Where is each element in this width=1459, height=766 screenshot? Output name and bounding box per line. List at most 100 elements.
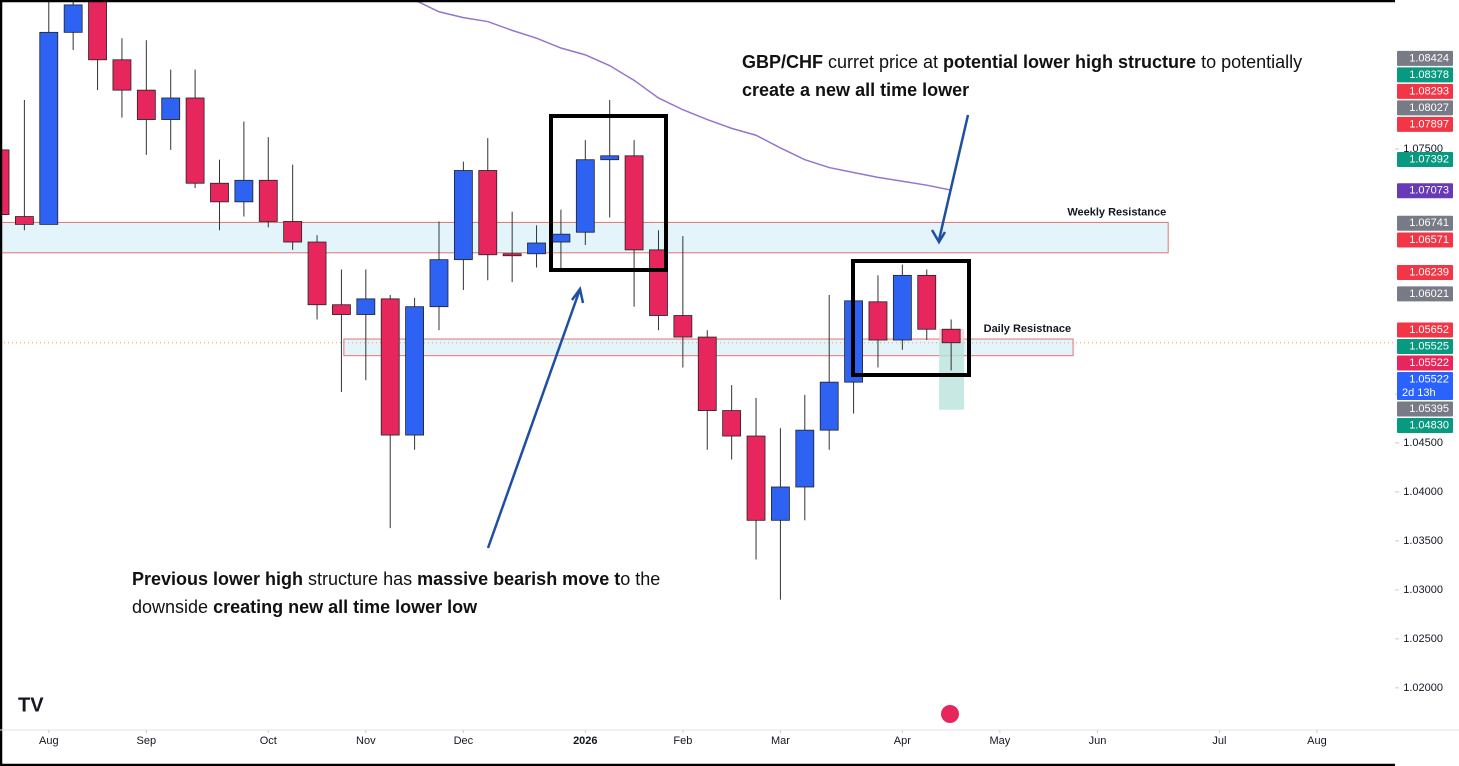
annotation-text: Previous lower high (132, 569, 304, 589)
y-tick-label: 1.02500 (1403, 633, 1443, 645)
candle-body (307, 241, 327, 306)
price-tag (1397, 355, 1453, 371)
price-tag-label: 1.05525 (1409, 340, 1449, 352)
candle-body (600, 155, 620, 161)
arrow (486, 114, 970, 549)
price-tag-label: 1.08378 (1409, 69, 1449, 81)
price-tag (1397, 100, 1453, 116)
annotation-text: create a new all time lower (742, 80, 970, 100)
y-tick-label: 1.07500 (1403, 143, 1443, 155)
x-tick-label: Dec (454, 735, 474, 747)
annotation-text: structure has (303, 569, 418, 589)
price-tag-label: 1.08027 (1409, 102, 1449, 114)
candle-body (892, 274, 912, 341)
price-tag-label: 1.05522 (1409, 357, 1449, 369)
x-tick-label: Nov (356, 735, 376, 747)
plot-area: Weekly Resistance Daily Resistnace (2, 2, 1395, 600)
x-tick-label: Aug (1307, 735, 1327, 747)
candle-body (2, 149, 10, 215)
price-tag-label: 1.06239 (1409, 266, 1449, 278)
price-tag (1397, 152, 1453, 168)
y-tick-label: 1.02000 (1403, 682, 1443, 694)
event-icon (941, 705, 959, 723)
price-tag (1397, 183, 1453, 199)
candle-body (551, 233, 571, 243)
price-tag-label: 1.07897 (1409, 118, 1449, 130)
candle-body (453, 170, 473, 261)
annotation-text: creating new all time lower low (213, 597, 478, 617)
x-tick-label: Jul (1212, 735, 1226, 747)
x-tick-label: Aug (39, 735, 59, 747)
price-tag-label: 1.05652 (1409, 324, 1449, 336)
candle-body (112, 59, 132, 91)
x-tick-label: 2026 (573, 735, 597, 747)
price-tag (1397, 322, 1453, 338)
candle-body (429, 259, 449, 308)
price-tag-label: 1.05395 (1409, 403, 1449, 415)
candle-body (527, 242, 546, 255)
moving-average (417, 2, 952, 191)
candle-body (356, 298, 376, 315)
candle-body (649, 249, 668, 316)
candle-body (185, 97, 205, 184)
annotation-text: to potentially (1196, 52, 1303, 72)
price-tag-label: 1.08424 (1409, 52, 1449, 64)
price-tag (1397, 232, 1453, 248)
annotation-text: massive bearish move t (417, 569, 621, 589)
zone-label: Daily Resistnace (984, 323, 1071, 335)
price-tag (1397, 265, 1453, 281)
price-tag (1397, 286, 1453, 302)
x-tick-label: May (990, 735, 1011, 747)
candle-body (478, 170, 498, 256)
candle-body (39, 31, 59, 225)
price-tag (1397, 372, 1453, 401)
y-tick-label: 1.03000 (1403, 584, 1443, 596)
x-tick-label: Sep (137, 735, 157, 747)
x-tick-label: Jun (1089, 735, 1107, 747)
candle-body (624, 155, 644, 251)
price-tag-label: 1.06741 (1409, 217, 1449, 229)
candle-body (575, 159, 595, 233)
y-tick-label: 1.04500 (1403, 437, 1443, 449)
price-tag (1397, 83, 1453, 99)
candle-body (746, 435, 766, 521)
price-tag-label: 1.04830 (1409, 419, 1449, 431)
candle-body (868, 301, 888, 341)
x-tick-label: Apr (894, 735, 911, 747)
candle-body (502, 253, 522, 257)
candle-body (258, 179, 278, 222)
y-tick-label: 1.04000 (1403, 486, 1443, 498)
price-tag-label: 1.06021 (1409, 288, 1449, 300)
candle-body (697, 336, 717, 411)
price-tag (1397, 50, 1453, 66)
candle-body (161, 97, 181, 120)
annotation-text: GBP/CHF (742, 52, 823, 72)
candle-body (819, 381, 839, 431)
annotation-text: o the downside (132, 569, 661, 617)
candle-body (771, 486, 790, 521)
candle-body (136, 89, 156, 120)
candle-body (941, 328, 961, 344)
candle-body (14, 216, 34, 225)
candle-body (917, 274, 937, 330)
x-tick-label: Oct (260, 735, 277, 747)
candle-body (88, 2, 107, 61)
price-tag (1397, 215, 1453, 231)
candle-body (405, 306, 424, 436)
candle-body (380, 298, 400, 436)
candle-body (673, 315, 693, 338)
candle-body (210, 182, 229, 203)
logo: TV (18, 694, 44, 716)
price-tag-label: 1.06571 (1409, 234, 1449, 246)
annotation: GBP/CHF curret price at potential lower … (742, 48, 1332, 104)
y-tick-label: 1.03500 (1403, 535, 1443, 547)
candle-body (795, 429, 815, 488)
price-tag-label: 1.07073 (1409, 185, 1449, 197)
price-tag (1397, 339, 1453, 355)
price-tag (1397, 67, 1453, 83)
price-tag-label: 1.07392 (1409, 153, 1449, 165)
annotation: Previous lower high structure has massiv… (132, 565, 692, 621)
price-tag (1397, 116, 1453, 132)
candle-body (332, 304, 351, 315)
